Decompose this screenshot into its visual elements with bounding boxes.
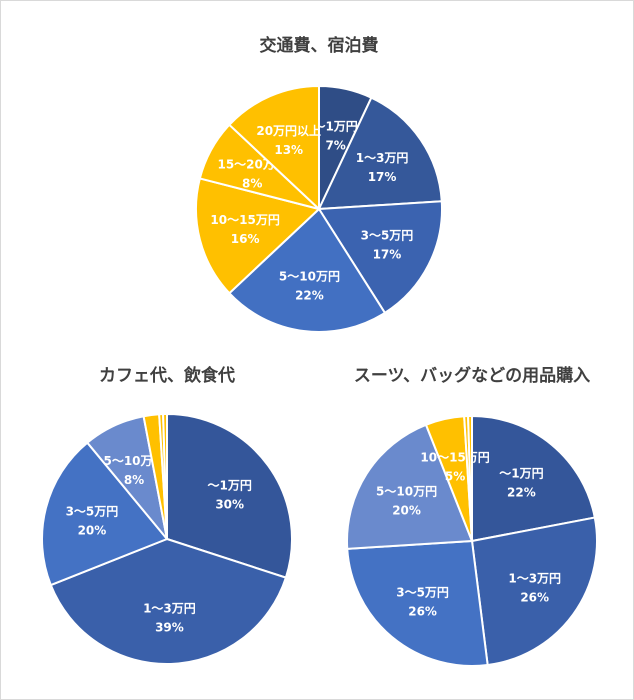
pie-slice	[227, 207, 387, 333]
pie-slice	[41, 441, 169, 587]
chart-title: スーツ、バッグなどの用品購入	[354, 365, 590, 386]
chart-title: 交通費、宿泊費	[260, 35, 379, 56]
pie-slice	[162, 412, 168, 540]
pie-slice	[49, 537, 288, 665]
slice-percent-label: 7%	[325, 139, 345, 153]
slice-percent-label: 20%	[392, 503, 421, 517]
slice-percent-label: 26%	[408, 605, 437, 619]
slice-percent-label: 13%	[274, 143, 303, 157]
slice-category-label: 10〜15万円	[210, 213, 279, 227]
slice-category-label: 3〜5万円	[361, 229, 414, 243]
slice-percent-label: 5%	[445, 469, 465, 483]
slice-category-label: 1〜3万円	[356, 151, 409, 165]
slice-percent-label: 8%	[242, 176, 262, 190]
slice-category-label: 〜1万円	[313, 120, 357, 134]
slice-category-label: 3〜5万円	[66, 505, 119, 519]
pie-slice	[346, 423, 474, 550]
slice-category-label: 5〜10万円	[376, 484, 437, 498]
pie-slice	[195, 177, 322, 295]
slice-percent-label: 17%	[368, 170, 397, 184]
slice-category-label: 5〜10万円	[103, 454, 164, 468]
slice-category-label: 10〜15万円	[420, 450, 489, 464]
slice-percent-label: 20%	[78, 524, 107, 538]
pie-slice	[166, 412, 293, 579]
slice-category-label: 3〜5万円	[396, 586, 449, 600]
slice-category-label: 20万円以上	[256, 123, 321, 138]
slice-category-label: 5〜10万円	[279, 270, 340, 284]
slice-category-label: 〜1万円	[208, 478, 252, 492]
slice-category-label: 1〜3万円	[143, 601, 196, 615]
pie-slice	[467, 414, 473, 542]
pie-slice	[346, 539, 489, 667]
pie-slice	[471, 414, 596, 543]
slice-percent-label: 16%	[231, 232, 260, 246]
slice-category-label: 〜1万円	[499, 466, 543, 480]
slice-category-label: 1〜3万円	[508, 572, 561, 586]
slice-percent-label: 30%	[215, 497, 244, 511]
pie-slice	[470, 516, 598, 667]
pie-slice	[317, 96, 443, 211]
slice-percent-label: 17%	[373, 248, 402, 262]
chart-title: カフェ代、飲食代	[99, 365, 235, 386]
slice-percent-label: 22%	[295, 289, 324, 303]
slice-percent-label: 8%	[124, 473, 144, 487]
slice-percent-label: 39%	[155, 620, 184, 634]
slice-percent-label: 26%	[520, 591, 549, 605]
pie-slice	[227, 84, 320, 212]
slice-percent-label: 22%	[507, 485, 536, 499]
pie-slice	[317, 200, 443, 315]
